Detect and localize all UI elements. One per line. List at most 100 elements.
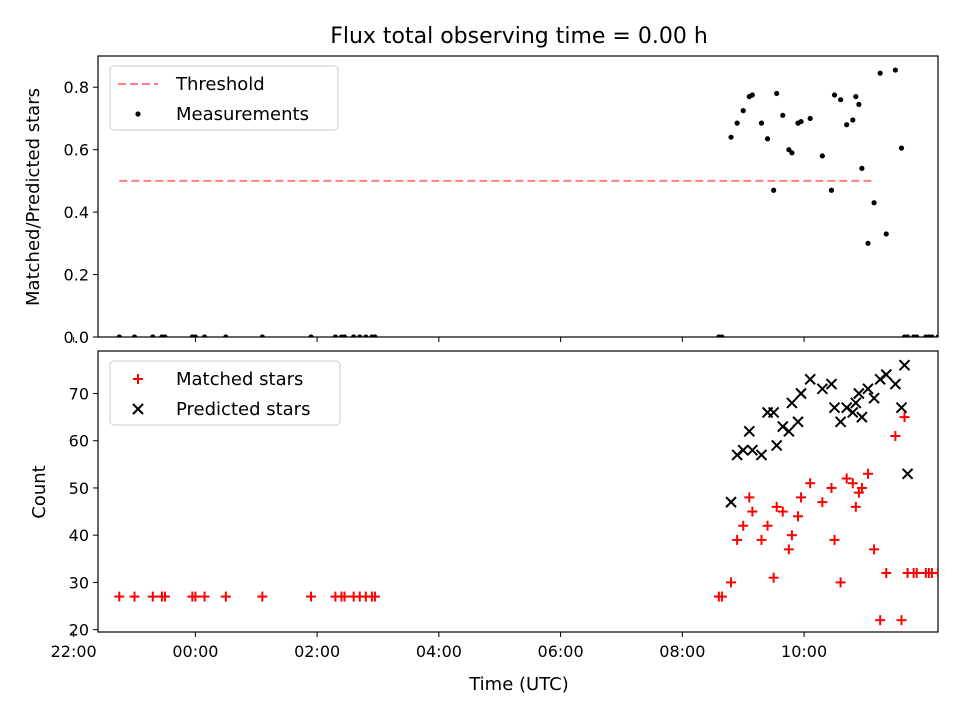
measurement-point [819,153,825,159]
predicted-star-point [895,401,908,414]
measurement-point [749,92,755,98]
matched-star-point [129,591,140,602]
matched-star-point [933,567,938,578]
measurement-point [728,134,734,140]
predicted-star-point [828,401,841,414]
matched-star-point [863,468,873,479]
predicted-star-point [816,383,829,395]
measurement-point [131,334,138,337]
matched-star-point [936,571,938,574]
matched-star-point [783,544,794,555]
matched-star-point [793,511,803,522]
measurement-point [929,334,935,337]
measurement-point [789,150,795,156]
top-y-tick-label: 0.2 [64,266,89,285]
matched-star-point [881,567,892,578]
matched-star-point [835,577,846,588]
bottom-legend: Matched stars Predicted stars [109,360,341,426]
matched-star-point [939,568,949,578]
predicted-star-point [792,416,804,428]
bottom-panel: 20 30 40 50 60 70 22:00 00:00 02:00 04:00 06:00 08:… [51,350,949,661]
predicted-star-point [898,359,911,371]
x-axis-label: Time (UTC) [468,674,569,695]
matched-star-point [896,615,907,626]
measurement-point [259,334,265,337]
matched-star-point [805,478,816,489]
top-y-tick-label: 0.0 [64,328,89,347]
measurement-point [828,187,835,193]
matched-star-point [869,544,880,555]
x-tick-label: 00:00 [172,642,218,661]
predicted-star-point [804,373,816,386]
predicted-star-point [901,468,914,480]
predicted-star-point [767,406,780,419]
x-tick-label: 02:00 [294,642,340,661]
measurement-point [807,115,813,122]
measurement-point [758,120,765,126]
measurement-point [780,112,786,118]
predicted-star-point [889,378,902,390]
predicted-star-point [856,411,868,423]
top-legend-label: Measurements [176,104,309,125]
measurement-point [192,334,198,337]
legend-measurement-swatch [135,111,141,117]
matched-star-point [732,534,743,545]
matched-star-point [744,492,755,503]
measurement-point [357,334,363,337]
measurement-point [831,92,838,98]
matched-star-point [369,591,380,602]
measurement-point [201,334,208,337]
bottom-legend-label: Matched stars [176,369,303,390]
x-tick-label: 10:00 [781,642,827,661]
matched-star-point [114,591,125,602]
top-legend-label: Threshold [175,74,265,95]
bottom-y-tick-label: 20 [69,621,89,640]
measurement-point [914,334,920,337]
x-tick-label: 22:00 [51,642,97,661]
bottom-y-tick-label: 50 [69,479,89,498]
measurement-point [798,118,804,125]
matched-star-point [190,591,201,602]
measurement-point [363,334,369,337]
measurement-point [850,117,856,123]
measurement-point [740,108,746,114]
matched-star-point [716,591,727,602]
measurement-point [938,334,943,339]
x-tick-label: 08:00 [659,642,705,661]
legend-matched-swatch [133,374,143,384]
x-tick-label: 04:00 [416,642,462,661]
predicted-star-point [850,397,862,409]
measurement-point [853,93,859,100]
matched-star-point [875,615,886,626]
legend-predicted-swatch [132,403,144,415]
bottom-y-tick-label: 60 [69,432,89,451]
matched-star-point [771,501,782,512]
bottom-y-tick-label: 40 [69,526,89,545]
matched-star-point [786,530,797,541]
measurement-point [162,334,168,337]
top-y-tick-label: 0.6 [64,141,89,160]
measurement-point [877,70,883,76]
predicted-star-point [847,406,859,419]
measurement-point [719,334,725,337]
measurement-point [838,97,844,103]
top-y-axis-label: Matched/Predicted stars [23,88,44,306]
matched-star-point [777,506,788,517]
predicted-star-point [737,444,749,456]
matched-star-point [856,482,867,493]
bottom-y-tick-label: 70 [69,385,89,404]
measurement-point [898,145,905,151]
top-y-tick-label: 0.4 [64,203,89,222]
measurement-point [116,334,122,337]
measurement-point [948,334,953,339]
matched-star-point [850,501,861,512]
matched-star-point [199,591,210,602]
predicted-star-point [868,392,880,404]
figure-title: Flux total observing time = 0.00 h [330,24,708,49]
matched-star-point [257,591,268,602]
bottom-plot-area [114,359,949,626]
measurement-point [871,200,877,206]
measurement-point [351,334,357,337]
measurement-point [734,120,740,126]
